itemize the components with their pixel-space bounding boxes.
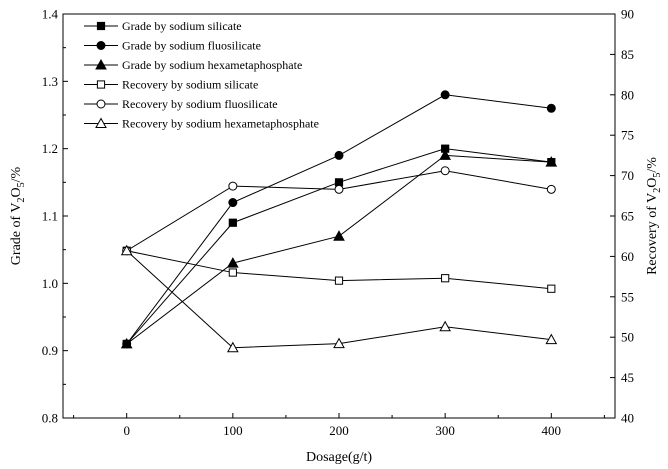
y-left-tick-label: 1.0 (42, 276, 58, 291)
plot-frame (62, 13, 616, 419)
y-right-title-part: 5 (652, 173, 663, 178)
y-right-tick-label: 50 (621, 330, 634, 345)
series-2-point (334, 150, 344, 160)
y-right-tick-label: 40 (621, 411, 634, 426)
y-right-tick-label: 65 (621, 209, 634, 224)
y-right-title: Recovery of V2O5/% (645, 157, 663, 275)
series-1-point (228, 218, 237, 227)
y-right-tick-label: 70 (621, 168, 634, 183)
x-tick-label: 0 (123, 423, 130, 438)
legend-entry: Recovery by sodium silicate (122, 78, 258, 92)
series-6-point (226, 341, 239, 353)
series-6-point (439, 320, 452, 332)
y-left-tick-label: 1.1 (42, 209, 58, 224)
y-right-tick-label: 55 (621, 289, 634, 304)
series-3-point (226, 257, 239, 268)
y-left-title-part: /% (9, 166, 24, 182)
series-3-point (545, 156, 558, 167)
y-left-title-part: Grade of V (9, 202, 24, 265)
legend-marker (96, 21, 106, 31)
y-right-tick-label: 45 (621, 370, 634, 385)
x-tick-label: 200 (329, 423, 349, 438)
y-left-tick-label: 0.9 (42, 343, 58, 358)
y-right-title-part: /% (645, 157, 660, 173)
series-5-point (546, 184, 556, 194)
y-left-title: Grade of V2O5/% (9, 166, 27, 265)
legend-entry: Grade by sodium fluosilicate (122, 39, 261, 53)
legend-marker (96, 99, 106, 109)
series-2-point (228, 198, 238, 208)
legend-entry: Recovery by sodium fluosilicate (122, 97, 278, 111)
y-right-tick-label: 75 (621, 128, 634, 143)
legend-entry: Grade by sodium silicate (122, 19, 242, 33)
series-6-point (545, 333, 558, 345)
x-tick-label: 400 (542, 423, 562, 438)
series-5-point (228, 181, 238, 191)
series-4-point (228, 268, 237, 277)
legend-entry: Grade by sodium hexametaphosphate (122, 58, 302, 72)
y-right-title-part: Recovery of V (645, 193, 660, 275)
series-6-point (120, 244, 133, 256)
series-5-point (334, 184, 344, 194)
series-2-point (440, 90, 450, 100)
legend-marker (96, 41, 106, 50)
y-left-title-part: 2 (16, 197, 27, 202)
y-right-tick-label: 85 (621, 47, 634, 62)
y-left-tick-label: 1.4 (42, 7, 59, 22)
y-right-title-part: 2 (652, 188, 663, 193)
y-left-title-part: O (9, 187, 24, 197)
x-tick-label: 100 (223, 423, 243, 438)
series-4-point (547, 284, 556, 293)
series-4-point (441, 274, 450, 283)
series-3-point (333, 230, 345, 241)
series-line-6 (126, 250, 552, 349)
series-3-point (439, 149, 452, 160)
y-left-tick-label: 1.2 (42, 141, 58, 156)
legend-marker (95, 117, 107, 128)
series-4-point (334, 276, 344, 285)
y-right-title-part: O (645, 178, 660, 188)
y-left-tick-label: 0.8 (42, 411, 58, 426)
y-right-tick-label: 80 (621, 87, 634, 102)
x-axis-title: Dosage(g/t) (306, 450, 372, 465)
series-3-point (120, 337, 133, 349)
y-right-tick-label: 60 (621, 249, 634, 264)
series-6-point (333, 337, 345, 349)
y-left-title-part: 5 (16, 182, 27, 187)
series-5-point (440, 166, 450, 176)
y-left-tick-label: 1.3 (42, 74, 58, 89)
legend-entry: Recovery by sodium hexametaphosphate (122, 117, 319, 131)
series-line-2 (126, 94, 552, 345)
series-2-point (546, 103, 556, 113)
x-tick-label: 300 (435, 423, 455, 438)
y-right-tick-label: 90 (621, 7, 634, 22)
legend-marker (95, 58, 107, 70)
legend-marker (96, 80, 106, 89)
